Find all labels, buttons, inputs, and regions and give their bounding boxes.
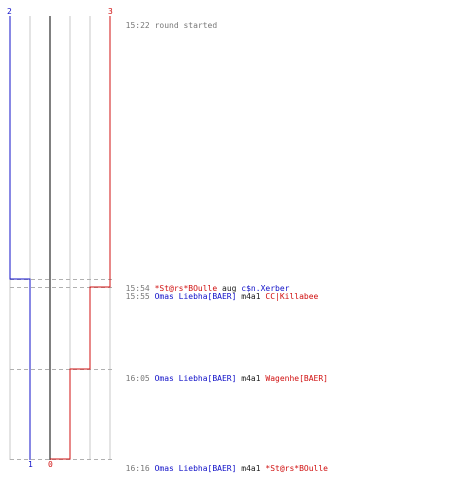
blue-start-count: 2 (7, 7, 12, 16)
event-time: 16:16 (125, 464, 150, 473)
event-row: 15:54 *St@rs*BOulle aug c$n.Xerber (116, 275, 290, 293)
killer-name: Omas Liebha[BAER] (154, 464, 237, 473)
event-row: 16:05 Omas Liebha[BAER] m4a1 Wagenhe[BAE… (116, 365, 328, 383)
event-row: 16:16 Omas Liebha[BAER] m4a1 *St@rs*BOul… (116, 455, 328, 473)
victim-name: CC|Killabee (265, 292, 319, 301)
blue-end-count: 1 (28, 460, 33, 469)
event-time: 15:22 (125, 21, 150, 30)
killer-name: Omas Liebha[BAER] (154, 374, 237, 383)
round-start-row: 15:22 round started (116, 12, 218, 30)
blue-team-step-line (9, 16, 31, 460)
killer-name: Omas Liebha[BAER] (154, 292, 237, 301)
weapon-name: m4a1 (241, 374, 261, 383)
event-time: 15:55 (125, 292, 150, 301)
round-start-text: round started (154, 21, 218, 30)
red-end-count: 0 (48, 460, 53, 469)
victim-name: *St@rs*BOulle (265, 464, 328, 473)
weapon-name: m4a1 (241, 464, 261, 473)
red-start-count: 3 (108, 7, 113, 16)
event-time: 16:05 (125, 374, 150, 383)
killer-name: *St@rs*BOulle (154, 284, 218, 293)
red-team-step-line (50, 16, 111, 460)
event-time: 15:54 (125, 284, 150, 293)
event-row: 15:55 Omas Liebha[BAER] m4a1 CC|Killabee (116, 283, 319, 301)
weapon-name: aug (222, 284, 237, 293)
victim-name: Wagenhe[BAER] (265, 374, 328, 383)
victim-name: c$n.Xerber (241, 284, 290, 293)
weapon-name: m4a1 (241, 292, 261, 301)
